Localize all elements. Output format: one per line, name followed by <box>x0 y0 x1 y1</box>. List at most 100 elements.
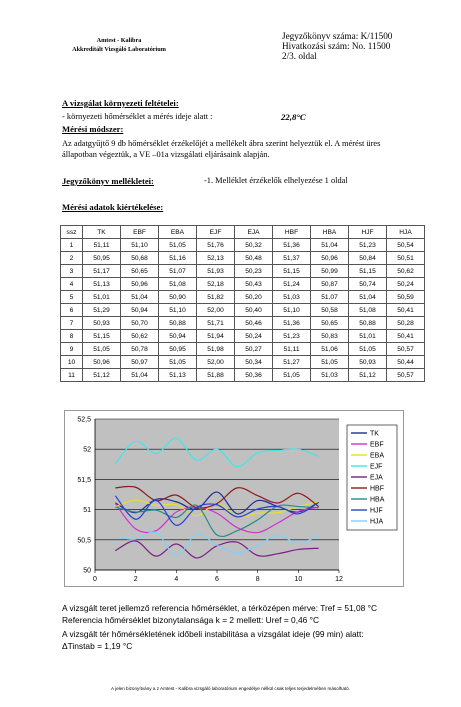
temperature-chart: 50 50,5 51 51,5 52 52,5 0 2 4 6 8 10 12 TK EBF EBA EJF EJ… <box>77 417 398 583</box>
table-cell: 50,65 <box>310 316 349 330</box>
ambient-temperature: 22,8°C <box>281 112 306 122</box>
legend-label: TK <box>370 431 379 438</box>
table-cell: 51,88 <box>196 368 235 382</box>
table-cell: 50,78 <box>120 342 159 356</box>
annex-value: -1. Melléklet érzékelők elhelyezése 1 ol… <box>204 176 348 185</box>
table-cell: 50,34 <box>234 355 273 369</box>
table-cell: 7 <box>60 316 83 330</box>
x-tick-label: 8 <box>256 576 260 583</box>
table-header-cell: TK <box>82 225 121 239</box>
table-cell: 51,05 <box>272 368 311 382</box>
legend-label: HJF <box>370 508 383 515</box>
table-cell: 51,37 <box>272 251 311 265</box>
table-cell: 50,97 <box>120 355 159 369</box>
table-cell: 50,28 <box>386 316 425 330</box>
x-tick-label: 10 <box>294 576 302 583</box>
table-cell: 51,23 <box>348 238 387 252</box>
table-cell: 11 <box>60 368 83 382</box>
table-cell: 5 <box>60 290 83 304</box>
table-cell: 51,03 <box>272 290 311 304</box>
series-line-hja <box>115 531 319 557</box>
table-row: 3 51,17 50,65 51,07 51,93 50,23 51,15 50,99 51,1… <box>60 264 425 278</box>
table-header-cell: EBA <box>158 225 197 239</box>
table-cell: 50,40 <box>234 303 273 317</box>
table-cell: 50,74 <box>348 277 387 291</box>
table-cell: 51,93 <box>196 264 235 278</box>
table-cell: 51,12 <box>82 368 121 382</box>
table-cell: 50,88 <box>158 316 197 330</box>
lab-name-line1: Amtest - Kalibra <box>96 37 142 44</box>
env-heading: A vizsgálat környezeti feltételei: <box>62 98 179 108</box>
lab-name: Amtest - Kalibra Akkreditált Vizsgáló La… <box>44 36 194 54</box>
table-row: 2 50,95 50,68 51,16 52,13 50,48 51,37 50,96 50,8… <box>60 251 425 265</box>
legend-label: EBF <box>370 442 384 449</box>
table-header-cell: HJF <box>348 225 387 239</box>
table-cell: 3 <box>60 264 83 278</box>
table-cell: 4 <box>60 277 83 291</box>
table-row: 10 50,96 50,97 51,05 52,00 50,34 51,27 51,05 50,… <box>60 355 425 369</box>
table-cell: 51,12 <box>348 368 387 382</box>
table-cell: 50,43 <box>234 277 273 291</box>
table-header-cell: HJA <box>386 225 425 239</box>
x-tick-label: 6 <box>215 576 219 583</box>
table-cell: 51,05 <box>158 238 197 252</box>
x-tick-label: 12 <box>335 576 343 583</box>
table-cell: 50,24 <box>234 329 273 343</box>
table-cell: 50,68 <box>120 251 159 265</box>
table-cell: 50,58 <box>310 303 349 317</box>
report-info: Jegyzőkönyv száma: K/11500 Hivatkozási s… <box>282 31 393 61</box>
table-row: 1 51,11 51,10 51,05 51,76 50,32 51,36 51,04 51,2… <box>60 238 425 252</box>
eval-heading: Mérési adatok kiértékelése: <box>62 202 164 212</box>
table-cell: 51,24 <box>272 277 311 291</box>
table-cell: 51,05 <box>348 342 387 356</box>
table-cell: 51,10 <box>158 303 197 317</box>
summary-line2: Referencia hőmérséklet bizonytalansága k… <box>62 615 320 625</box>
table-cell: 51,98 <box>196 342 235 356</box>
legend-label: HJA <box>370 519 384 526</box>
table-cell: 50,54 <box>386 238 425 252</box>
table-row: 11 51,12 51,04 51,13 51,88 50,36 51,05 51,03 51,… <box>60 368 425 382</box>
summary-line3: A vizsgált tér hőmérsékletének időbeli i… <box>62 629 364 639</box>
table-cell: 50,41 <box>386 329 425 343</box>
legend-label: HBF <box>370 486 384 493</box>
table-cell: 8 <box>60 329 83 343</box>
table-cell: 51,11 <box>82 238 121 252</box>
table-cell: 6 <box>60 303 83 317</box>
table-cell: 51,08 <box>158 277 197 291</box>
table-cell: 51,04 <box>120 290 159 304</box>
table-cell: 51,13 <box>82 277 121 291</box>
x-tick-label: 2 <box>134 576 138 583</box>
table-cell: 50,88 <box>348 316 387 330</box>
legend-label: HBA <box>370 497 385 504</box>
table-cell: 51,15 <box>272 264 311 278</box>
summary-line1: A vizsgált teret jellemző referencia hőm… <box>62 603 377 613</box>
table-cell: 50,96 <box>82 355 121 369</box>
table-header-cell: EJA <box>234 225 273 239</box>
legend-label: EJF <box>370 464 382 471</box>
table-cell: 51,05 <box>158 355 197 369</box>
table-cell: 50,20 <box>234 290 273 304</box>
table-cell: 51,94 <box>196 329 235 343</box>
table-cell: 51,36 <box>272 238 311 252</box>
table-row: 5 51,01 51,04 50,90 51,82 50,20 51,03 51,07 51,0… <box>60 290 425 304</box>
table-cell: 50,62 <box>120 329 159 343</box>
table-cell: 51,04 <box>348 290 387 304</box>
table-cell: 50,84 <box>348 251 387 265</box>
table-header-cell: EJF <box>196 225 235 239</box>
table-cell: 51,17 <box>82 264 121 278</box>
series-line-ejf <box>114 437 319 468</box>
table-cell: 50,36 <box>234 368 273 382</box>
table-cell: 52,00 <box>196 303 235 317</box>
table-cell: 2 <box>60 251 83 265</box>
report-number: Jegyzőkönyv száma: K/11500 <box>282 31 393 41</box>
lab-name-line2: Akkreditált Vizsgáló Laboratórium <box>72 46 166 53</box>
chart-frame: 50 50,5 51 51,5 52 52,5 0 2 4 6 8 10 12 TK EBF EBA EJF EJ… <box>64 410 404 587</box>
table-cell: 51,04 <box>120 368 159 382</box>
data-table: ssz TK EBF EBA EJF EJA HBF HBA HJF HJA 1 51,11 51,10… <box>60 225 425 382</box>
env-line: - környezeti hőmérséklet a mérés ideje a… <box>62 112 213 121</box>
y-tick-label: 52,5 <box>77 417 91 424</box>
table-header-cell: HBF <box>272 225 311 239</box>
y-tick-label: 51,5 <box>77 477 91 484</box>
table-cell: 51,15 <box>82 329 121 343</box>
table-cell: 51,07 <box>158 264 197 278</box>
